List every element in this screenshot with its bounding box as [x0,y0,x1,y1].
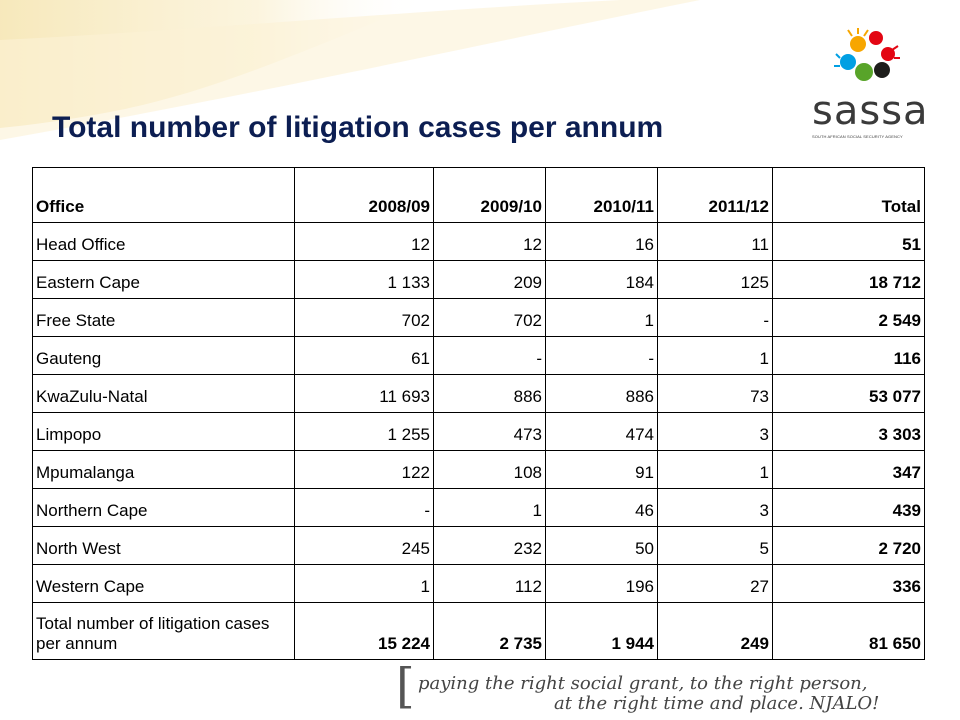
footer-bracket: [ [396,658,415,714]
litigation-table: Office 2008/09 2009/10 2010/11 2011/12 Total H… [32,167,925,660]
value-cell: - [657,298,773,337]
row-label-cell: KwaZulu-Natal [32,374,295,413]
row-label-cell: Western Cape [32,564,295,603]
value-cell: 473 [433,412,546,451]
value-cell: 125 [657,260,773,299]
value-cell: 1 255 [294,412,434,451]
value-cell: 474 [545,412,658,451]
value-cell: 2010/11 [545,167,658,223]
row-label-cell: Gauteng [32,336,295,375]
value-cell: 50 [545,526,658,565]
value-cell: 3 [657,412,773,451]
row-label-cell: Head Office [32,222,295,261]
value-cell: 2008/09 [294,167,434,223]
value-cell: - [433,336,546,375]
table-row: Gauteng 61- -1 116 [32,336,925,375]
value-cell: 2 549 [772,298,925,337]
value-cell: 347 [772,450,925,489]
value-cell: 116 [772,336,925,375]
page-title: Total number of litigation cases per ann… [52,111,664,144]
value-cell: 1 [657,336,773,375]
value-cell: 108 [433,450,546,489]
value-cell: 196 [545,564,658,603]
row-label-cell: Limpopo [32,412,295,451]
value-cell: 27 [657,564,773,603]
value-cell: 16 [545,222,658,261]
value-cell: 1 133 [294,260,434,299]
value-cell: 232 [433,526,546,565]
row-label-cell: Total number of litigation cases per ann… [32,602,295,660]
value-cell: 439 [772,488,925,527]
value-cell: 91 [545,450,658,489]
value-cell: 3 [657,488,773,527]
value-cell: 81 650 [772,602,925,660]
value-cell: 336 [772,564,925,603]
value-cell: 15 224 [294,602,434,660]
value-cell: 245 [294,526,434,565]
table-row: KwaZulu-Natal 11 693 886 886 73 53 077 [32,374,925,413]
value-cell: 886 [545,374,658,413]
logo-subtitle: SOUTH AFRICAN SOCIAL SECURITY AGENCY [812,134,903,139]
value-cell: 2011/12 [657,167,773,223]
footer-slogan-line1: paying the right social grant, to the ri… [418,673,868,694]
row-label-cell: Mpumalanga [32,450,295,489]
value-cell: 5 [657,526,773,565]
row-label-cell: North West [32,526,295,565]
table-row: Eastern Cape 1 133 209 184 125 18 712 [32,260,925,299]
table-row: Free State 702 702 1-2 549 [32,298,925,337]
value-cell: Total [772,167,925,223]
table-row: North West 245 232 50 5 2 720 [32,526,925,565]
value-cell: 61 [294,336,434,375]
row-label-cell: Free State [32,298,295,337]
value-cell: 12 [294,222,434,261]
value-cell: 209 [433,260,546,299]
value-cell: 11 [657,222,773,261]
value-cell: 122 [294,450,434,489]
value-cell: 18 712 [772,260,925,299]
row-label-cell: Office [32,167,295,223]
value-cell: 3 303 [772,412,925,451]
table-header-row: Office 2008/09 2009/10 2010/11 2011/12 Total [32,167,925,223]
value-cell: 249 [657,602,773,660]
table-row: Western Cape 1 112 196 27 336 [32,564,925,603]
sassa-logo-icon [834,28,900,81]
row-label-cell: Eastern Cape [32,260,295,299]
value-cell: - [294,488,434,527]
value-cell: 11 693 [294,374,434,413]
value-cell: 53 077 [772,374,925,413]
value-cell: 702 [433,298,546,337]
row-label-cell: Northern Cape [32,488,295,527]
value-cell: 73 [657,374,773,413]
table-row: Limpopo 1 255 473 474 3 3 303 [32,412,925,451]
footer-slogan-line2: at the right time and place. NJALO! [554,693,880,714]
value-cell: 1 944 [545,602,658,660]
value-cell: 12 [433,222,546,261]
value-cell: 1 [657,450,773,489]
value-cell: - [545,336,658,375]
table-row: Mpumalanga 122 108 91 1 347 [32,450,925,489]
value-cell: 112 [433,564,546,603]
value-cell: 2 735 [433,602,546,660]
table-row: Head Office 12 12 16 11 51 [32,222,925,261]
value-cell: 51 [772,222,925,261]
value-cell: 2009/10 [433,167,546,223]
value-cell: 1 [433,488,546,527]
value-cell: 1 [545,298,658,337]
value-cell: 184 [545,260,658,299]
value-cell: 2 720 [772,526,925,565]
table-total-row: Total number of litigation cases per ann… [32,602,925,660]
background-swoosh [0,0,700,140]
value-cell: 1 [294,564,434,603]
value-cell: 886 [433,374,546,413]
table-row: Northern Cape -1 46 3 439 [32,488,925,527]
logo-wordmark: sassa [812,88,929,134]
value-cell: 46 [545,488,658,527]
value-cell: 702 [294,298,434,337]
